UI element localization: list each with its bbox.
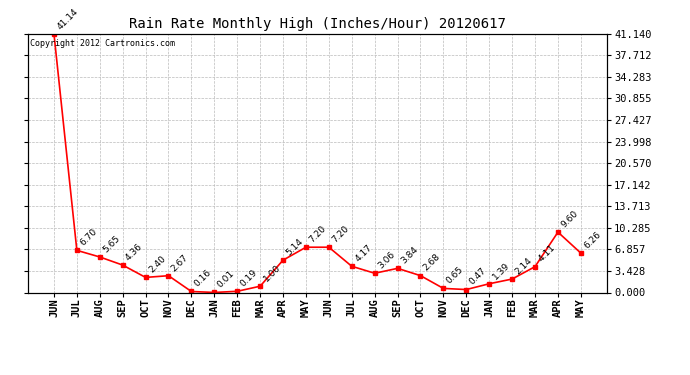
Text: 0.16: 0.16: [193, 268, 213, 289]
Text: 5.14: 5.14: [284, 237, 305, 257]
Text: 2.67: 2.67: [170, 252, 190, 273]
Text: Copyright 2012 Cartronics.com: Copyright 2012 Cartronics.com: [30, 39, 175, 48]
Text: 3.06: 3.06: [376, 250, 397, 270]
Title: Rain Rate Monthly High (Inches/Hour) 20120617: Rain Rate Monthly High (Inches/Hour) 201…: [129, 17, 506, 31]
Text: 2.68: 2.68: [422, 252, 442, 273]
Text: 3.84: 3.84: [399, 245, 420, 266]
Text: 7.20: 7.20: [307, 224, 328, 245]
Text: 4.36: 4.36: [124, 242, 145, 262]
Text: 1.39: 1.39: [491, 260, 511, 281]
Text: 0.65: 0.65: [445, 265, 465, 286]
Text: 9.60: 9.60: [560, 209, 580, 230]
Text: 4.17: 4.17: [353, 243, 374, 264]
Text: 6.26: 6.26: [582, 230, 603, 251]
Text: 7.20: 7.20: [331, 224, 351, 245]
Text: 5.65: 5.65: [101, 234, 121, 254]
Text: 2.40: 2.40: [147, 254, 168, 274]
Text: 2.14: 2.14: [513, 256, 534, 276]
Text: 0.47: 0.47: [468, 266, 489, 287]
Text: 1.00: 1.00: [262, 263, 282, 284]
Text: 0.19: 0.19: [239, 268, 259, 288]
Text: 41.14: 41.14: [55, 6, 80, 31]
Text: 4.11: 4.11: [536, 243, 557, 264]
Text: 0.01: 0.01: [216, 269, 236, 290]
Text: 6.70: 6.70: [78, 227, 99, 248]
